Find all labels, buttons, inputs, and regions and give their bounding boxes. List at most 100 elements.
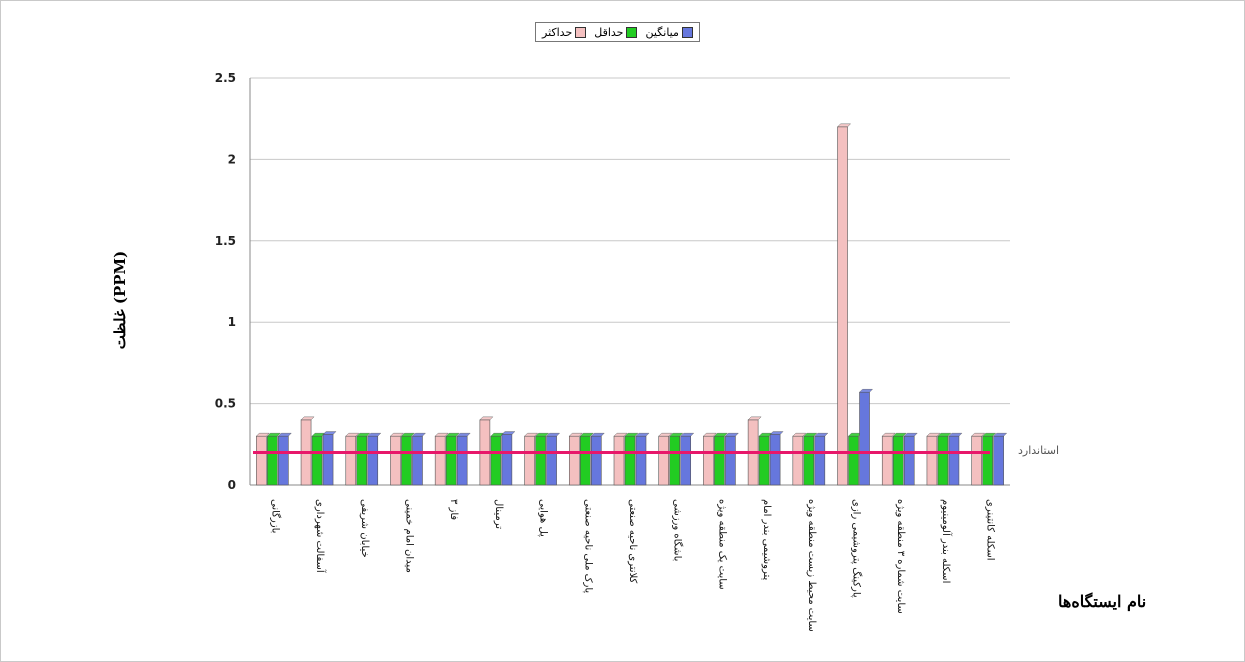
min-bar: [267, 435, 278, 486]
min-bar: [848, 435, 859, 486]
y-tick-label: 1.5: [215, 234, 236, 248]
bar-top-face: [345, 432, 360, 437]
bar-top-face: [479, 416, 494, 421]
bar-top-face: [982, 432, 997, 437]
y-tick-label: 1: [228, 315, 236, 329]
bar-top-face: [948, 432, 963, 437]
x-tick-label: فاز ۳: [448, 499, 459, 520]
min-bar: [311, 435, 323, 486]
bar-top-face: [858, 388, 874, 393]
bar-top-face: [792, 432, 807, 437]
average-bar: [769, 434, 781, 486]
max-bar: [345, 435, 357, 486]
max-bar: [837, 126, 848, 486]
x-tick-label: اسکله بندر آلومینیوم: [940, 499, 953, 583]
average-bar: [814, 435, 826, 486]
bar-top-face: [892, 432, 907, 437]
x-tick-label: پارک ملی ناحیه صنعتی: [582, 499, 593, 593]
bar-top-face: [445, 432, 460, 437]
min-bar: [758, 435, 770, 486]
min-bar: [624, 435, 636, 486]
legend-swatch-min: [626, 26, 638, 38]
bar-top-face: [769, 431, 784, 435]
average-bar: [590, 435, 602, 486]
x-axis-title: نام ایستگاه‌ها: [1058, 592, 1147, 611]
bar-top-face: [300, 416, 315, 421]
x-tick-label: سایت شماره ۳ منطقه ویژه: [895, 499, 906, 614]
average-bar: [859, 391, 870, 486]
bar-top-face: [545, 432, 561, 437]
bar-top-face: [658, 432, 673, 437]
x-tick-label: سایت یک منطقه ویژه: [716, 499, 727, 590]
x-tick-label: پتروشیمی بندر امام: [761, 499, 772, 580]
bar-top-face: [255, 432, 270, 437]
average-bar: [367, 435, 379, 486]
bar-top-face: [568, 432, 583, 437]
min-bar: [535, 435, 546, 486]
x-tick-label: پل هوایی: [538, 499, 549, 537]
bar-top-face: [322, 431, 337, 435]
average-bar: [412, 435, 423, 486]
x-tick-label: ترمینال: [493, 499, 504, 529]
x-tick-label: خیابان شریفی: [359, 499, 370, 558]
average-bar: [725, 435, 736, 486]
legend-item-max: حداکثر: [542, 25, 587, 39]
min-bar: [490, 435, 502, 486]
max-bar: [568, 435, 580, 486]
y-tick-label: 0.5: [215, 397, 236, 411]
min-bar: [803, 435, 815, 486]
max-bar: [792, 435, 804, 486]
bar-top-face: [814, 432, 829, 437]
bar-top-face: [579, 432, 594, 437]
bar-top-face: [881, 432, 896, 437]
x-tick-label: سایت محیط زیست منطقه ویژه: [806, 499, 817, 632]
bar-top-face: [456, 432, 471, 437]
bar-top-face: [747, 416, 762, 421]
bar-top-face: [613, 432, 628, 437]
bar-top-face: [277, 432, 292, 437]
min-bar: [982, 435, 993, 486]
standard-line-label: استاندارد: [1018, 444, 1060, 457]
average-bar: [635, 435, 647, 486]
bar-top-face: [903, 432, 918, 437]
x-tick-label: کلانتری ناحیه صنعتی: [627, 499, 638, 584]
y-tick-label: 2: [228, 152, 236, 166]
legend: میانگین حداقل حداکثر: [535, 22, 700, 42]
bar-top-face: [411, 432, 427, 437]
max-bar: [881, 435, 893, 486]
min-bar: [579, 435, 591, 486]
bar-top-face: [635, 432, 650, 437]
min-bar: [401, 435, 412, 486]
x-tick-label: باشگاه ورزشی: [672, 499, 684, 561]
x-tick-label: پارکینگ پتروشیمی رازی: [851, 499, 863, 598]
bar-top-face: [356, 432, 371, 437]
bar-top-face: [702, 432, 718, 437]
bar-top-face: [400, 432, 416, 437]
average-bar: [501, 434, 513, 486]
bar-top-face: [534, 432, 550, 437]
legend-label-min: حداقل: [594, 25, 624, 39]
bar-top-face: [803, 432, 818, 437]
x-tick-label: بازرگانی: [269, 499, 281, 533]
legend-label-max: حداکثر: [542, 25, 573, 39]
x-tick-label: میدان امام خمینی: [403, 499, 414, 573]
max-bar: [390, 435, 401, 486]
bar-top-face: [971, 432, 986, 437]
legend-label-average: میانگین: [645, 25, 679, 39]
bar-top-face: [680, 432, 695, 437]
bar-top-face: [926, 432, 941, 437]
bar-top-face: [266, 432, 281, 437]
max-bar: [658, 435, 670, 486]
bar-top-face: [624, 432, 639, 437]
bar-top-face: [836, 123, 852, 128]
x-tick-label: آسفالت شهرداری: [314, 499, 327, 574]
average-bar: [322, 434, 334, 486]
bar-top-face: [367, 432, 382, 437]
max-bar: [256, 435, 267, 486]
average-bar: [948, 435, 960, 486]
max-bar: [971, 435, 982, 486]
bar-top-face: [724, 432, 740, 437]
bar-top-face: [590, 432, 605, 437]
max-bar: [613, 435, 625, 486]
